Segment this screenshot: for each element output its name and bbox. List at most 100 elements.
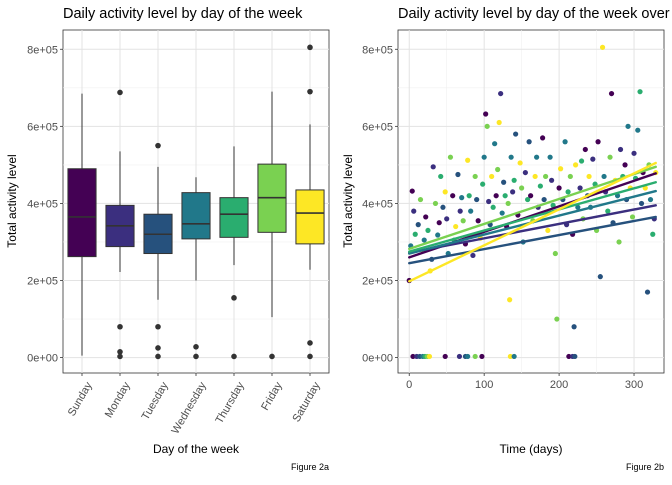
scatter-point [508, 154, 514, 160]
y-tick-label: 2e+05 [27, 276, 58, 288]
scatter-point [644, 289, 651, 295]
scatter-point [480, 181, 486, 187]
scatter-point [425, 227, 431, 234]
scatter-point [532, 173, 538, 180]
scatter-point [470, 252, 476, 259]
scatter-point [607, 154, 613, 160]
outlier-point [117, 349, 123, 355]
scatter-point [468, 208, 474, 214]
scatter-point [415, 222, 421, 228]
scatter-point [444, 216, 450, 222]
box-thursday [219, 146, 249, 360]
x-tick-label: Monday [103, 380, 133, 420]
scatter-point [635, 127, 641, 133]
box-iqr [219, 197, 249, 238]
scatter-point [475, 218, 481, 224]
outlier-point [155, 345, 161, 351]
scatter-point [647, 196, 654, 203]
scatter-point [442, 353, 448, 360]
scatter-point [410, 353, 416, 360]
outlier-point [307, 44, 313, 51]
scatter-point [435, 232, 441, 238]
x-axis-ticks-b: 0 100 200 300 [406, 373, 643, 391]
scatter-point [534, 154, 540, 160]
scatter-point [505, 200, 511, 207]
scatter-point [597, 274, 603, 280]
y-axis-label-b: Total activity level [341, 154, 355, 247]
scatter-point [507, 353, 513, 360]
scatter-point [436, 220, 442, 226]
y-tick-label: 0e+00 [362, 353, 393, 365]
scatter-point [412, 231, 418, 237]
scatter-point [605, 208, 611, 214]
scatter-point [466, 193, 472, 199]
scatter-point [495, 166, 501, 173]
scatter-point [498, 90, 504, 97]
y-tick-label: 2e+05 [362, 276, 393, 288]
scatter-point [566, 353, 572, 360]
boxes-a [67, 44, 325, 360]
outlier-point [307, 353, 313, 360]
scatter-point [496, 119, 502, 126]
scatter-point [417, 196, 424, 203]
scatter-point [479, 353, 485, 360]
box-friday [257, 91, 287, 360]
scatter-point [472, 353, 478, 360]
scatter-point [631, 150, 637, 156]
scatter-point [599, 44, 606, 50]
chart-title-b: Daily activity level by day of the week … [398, 6, 672, 22]
scatter-point [629, 214, 636, 220]
scatter-point [537, 183, 543, 189]
scatter-point [459, 195, 465, 201]
scatter-point [582, 146, 588, 153]
scatter-point [472, 173, 478, 180]
scatter-point [567, 173, 573, 180]
x-tick-label: 200 [550, 379, 568, 391]
x-tick-label: 300 [625, 379, 643, 391]
scatter-point [511, 177, 517, 183]
scatter-point [409, 188, 415, 194]
scatter-point [650, 231, 656, 237]
y-tick-label: 8e+05 [27, 44, 58, 56]
scatter-point [502, 193, 508, 199]
outlier-point [307, 88, 313, 95]
scatter-point [440, 204, 446, 210]
y-axis-label-a: Total activity level [5, 154, 19, 247]
outlier-point [193, 343, 199, 350]
x-tick-label: Friday [259, 380, 285, 413]
scatter-point [430, 164, 436, 170]
scatter-point [421, 237, 427, 243]
scatter-point [637, 89, 643, 95]
scatter-point [510, 189, 516, 195]
scatter-point [595, 139, 601, 145]
scatter-point [590, 156, 596, 162]
outlier-point [269, 353, 275, 360]
scatter-point [554, 316, 560, 322]
y-tick-label: 6e+05 [27, 121, 58, 133]
scatter-point [608, 90, 615, 97]
scatter-point [511, 353, 517, 360]
box-sunday [67, 93, 97, 356]
scatter-point [474, 196, 480, 203]
trend-line [408, 165, 657, 251]
scatter-point [522, 169, 528, 176]
y-tick-label: 4e+05 [27, 198, 58, 210]
scatter-point [578, 158, 585, 164]
x-axis-label-b: Time (days) [500, 442, 563, 456]
outlier-point [117, 323, 123, 330]
box-iqr [295, 189, 325, 245]
scatter-point [465, 157, 471, 163]
scatter-point [572, 353, 578, 360]
scatter-point [525, 196, 531, 203]
plot-area-b [397, 29, 665, 374]
x-tick-label: Sunday [66, 380, 95, 419]
scatter-point [577, 185, 583, 191]
scatter-point [549, 177, 555, 183]
scatter-point [557, 166, 564, 172]
outlier-point [155, 353, 161, 360]
scatter-point [499, 210, 505, 216]
x-axis-label-a: Day of the week [153, 442, 240, 456]
x-tick-label: 0 [406, 379, 412, 391]
